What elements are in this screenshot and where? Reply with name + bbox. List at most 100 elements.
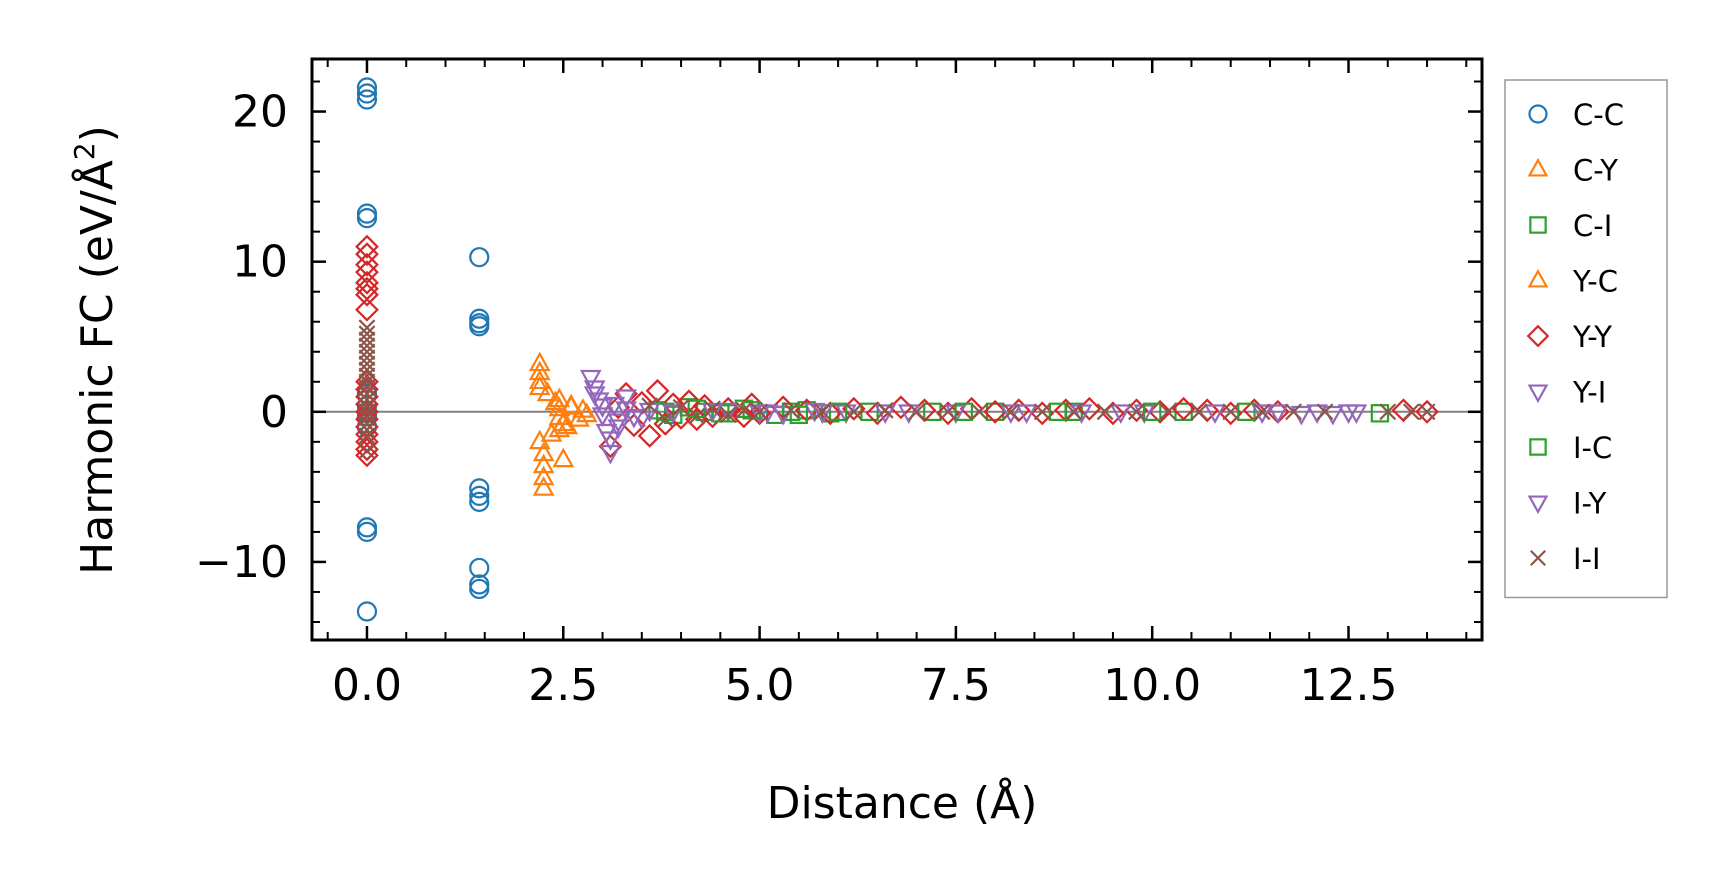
data-point (355, 443, 379, 468)
data-point (469, 247, 490, 268)
data-point (598, 434, 623, 459)
data-point (355, 242, 379, 267)
data-point (615, 389, 637, 409)
data-point (1159, 403, 1177, 421)
data-point (469, 491, 490, 512)
x-tick-label: 2.5 (528, 660, 598, 711)
legend-label: C-C (1573, 98, 1624, 132)
data-point (1128, 403, 1145, 421)
data-point (1253, 403, 1271, 421)
data-point (358, 397, 376, 415)
legend-marker (1527, 384, 1549, 404)
data-point (623, 408, 645, 429)
data-point (1415, 399, 1439, 424)
data-point (656, 410, 674, 428)
data-point (1379, 403, 1397, 421)
legend-label: Y-Y (1572, 320, 1612, 354)
data-point (358, 373, 376, 391)
data-point (358, 415, 376, 433)
data-point (1195, 398, 1220, 423)
legend-marker (1529, 216, 1547, 234)
data-point (672, 398, 690, 416)
legend-item: I-C (1529, 431, 1612, 465)
series-y-c (536, 381, 598, 442)
data-point (358, 337, 376, 355)
data-point (1143, 402, 1162, 422)
data-point (983, 399, 1008, 424)
y-axis-title-main: Harmonic FC (eV/Å (70, 160, 123, 575)
data-point (1222, 403, 1240, 421)
data-point (469, 478, 490, 499)
x-tick-label: 10.0 (1103, 660, 1201, 711)
data-point (688, 407, 706, 425)
data-point (356, 203, 378, 224)
data-point (1190, 403, 1208, 421)
series-c-y (528, 351, 582, 496)
legend-item: Y-I (1527, 376, 1606, 410)
data-point (355, 399, 379, 424)
data-point (591, 407, 614, 427)
data-point (607, 413, 630, 433)
data-point (1148, 399, 1172, 424)
y-axis-title-superscript: 2 (68, 142, 101, 160)
legend: C-C C-Y C-I Y-C Y-Y Y-I I-C I-Y I-I (1504, 79, 1668, 599)
data-point (583, 380, 606, 400)
data-point (355, 270, 379, 295)
data-point (1033, 403, 1051, 421)
data-point (828, 402, 848, 422)
data-point (560, 395, 582, 415)
data-point (1266, 404, 1289, 424)
data-point (356, 83, 378, 104)
legend-item: I-Y (1527, 487, 1607, 521)
data-point (645, 378, 670, 403)
legend-marker (1527, 268, 1549, 288)
data-point (591, 398, 614, 418)
series-c-c (356, 77, 490, 622)
data-point (358, 391, 376, 409)
data-point (355, 260, 379, 285)
data-point (1204, 404, 1226, 424)
series-i-i (358, 319, 1436, 460)
data-point (469, 574, 490, 595)
legend-item: Y-Y (1526, 320, 1612, 354)
data-point (358, 403, 376, 421)
data-point (358, 361, 376, 379)
data-point (803, 402, 826, 423)
data-point (1002, 403, 1020, 421)
legend-marker (1527, 157, 1549, 177)
data-point (358, 367, 376, 385)
legend-marker (1528, 104, 1548, 124)
data-point (607, 419, 630, 439)
data-point (532, 441, 555, 462)
data-point (356, 517, 378, 538)
legend-label: C-I (1573, 209, 1612, 243)
legend-marker (1529, 549, 1547, 567)
legend-label: Y-C (1572, 265, 1618, 299)
legend-item: C-I (1529, 209, 1612, 243)
legend-label: I-C (1573, 431, 1612, 465)
data-point (1109, 404, 1132, 424)
data-point (789, 405, 809, 425)
data-point (583, 386, 606, 406)
data-point (1065, 403, 1083, 421)
data-point (1285, 403, 1302, 421)
data-point (358, 331, 376, 349)
legend-label: Y-I (1572, 376, 1606, 410)
legend-item: Y-C (1527, 265, 1618, 299)
y-axis-title: Harmonic FC (eV/Å2) (68, 125, 123, 575)
data-point (358, 319, 376, 337)
data-point (954, 402, 973, 422)
data-point (782, 401, 800, 419)
data-point (358, 343, 376, 361)
data-point (717, 402, 740, 423)
x-tick-label: 5.0 (725, 660, 795, 711)
x-tick-label: 7.5 (921, 660, 991, 711)
data-point (355, 252, 379, 277)
data-point (356, 601, 378, 622)
data-point (1251, 404, 1274, 424)
data-point (358, 349, 376, 367)
data-point (536, 381, 559, 402)
legend-label: I-I (1573, 542, 1601, 576)
data-point (358, 379, 376, 397)
data-point (358, 355, 376, 373)
